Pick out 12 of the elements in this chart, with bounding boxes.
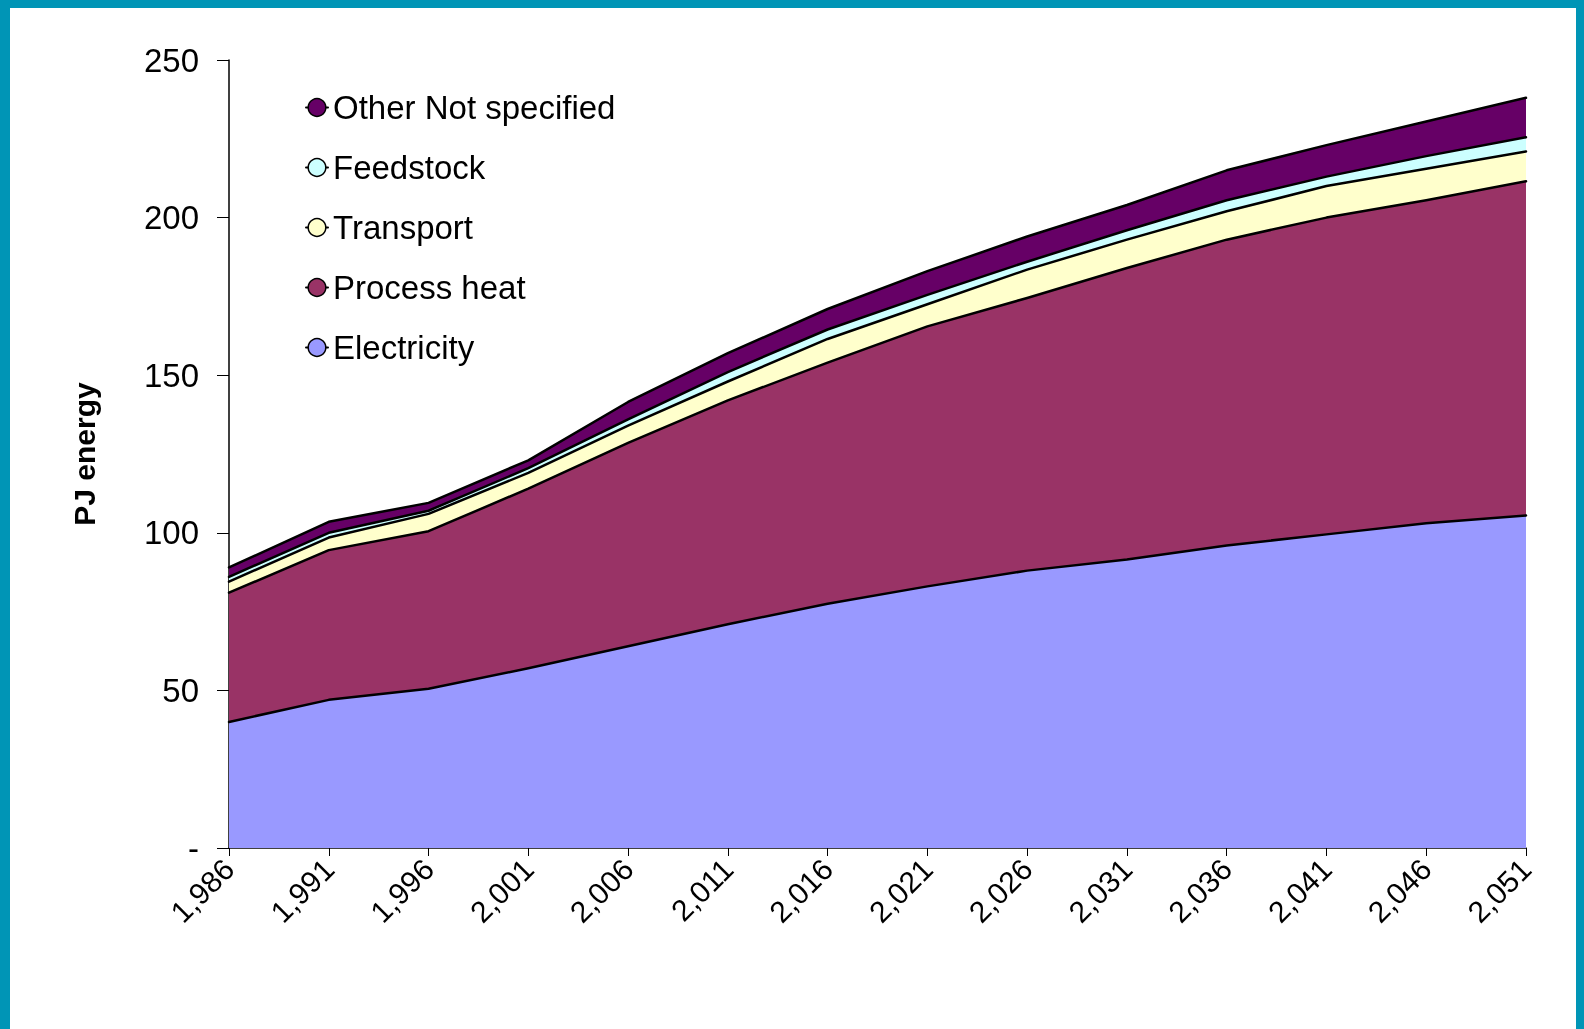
- legend-label: Other Not specified: [333, 89, 616, 126]
- legend-label: Process heat: [333, 269, 526, 306]
- legend-label: Feedstock: [333, 149, 486, 186]
- y-tick-label: -: [188, 829, 199, 867]
- y-tick-label: 150: [143, 356, 199, 394]
- y-axis-title: PJ energy: [67, 381, 101, 526]
- legend-label: Transport: [333, 209, 473, 246]
- y-tick-label: 100: [143, 514, 199, 552]
- y-tick-label: 50: [162, 671, 199, 709]
- legend-label: Electricity: [333, 329, 475, 366]
- y-tick-label: 250: [143, 41, 199, 79]
- y-tick-label: 200: [143, 199, 199, 237]
